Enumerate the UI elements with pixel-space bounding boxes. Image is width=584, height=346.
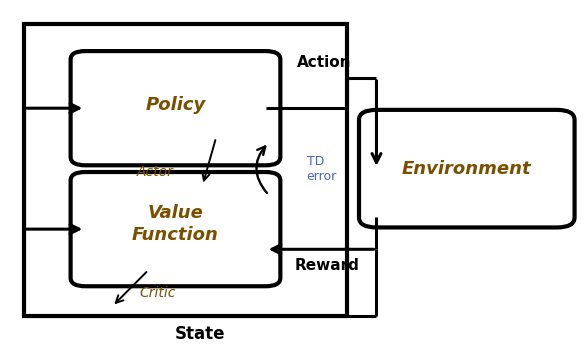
Text: TD
error: TD error xyxy=(307,155,337,183)
Bar xyxy=(24,24,347,317)
Text: Policy: Policy xyxy=(145,96,206,114)
Text: Actor: Actor xyxy=(137,165,173,179)
FancyBboxPatch shape xyxy=(71,51,280,165)
FancyBboxPatch shape xyxy=(359,110,575,227)
Text: Action: Action xyxy=(297,55,352,70)
Text: Value
Function: Value Function xyxy=(132,204,219,244)
Text: Environment: Environment xyxy=(402,160,531,177)
Text: State: State xyxy=(175,325,225,343)
Text: Critic: Critic xyxy=(140,286,176,300)
Text: Reward: Reward xyxy=(294,258,359,273)
FancyBboxPatch shape xyxy=(71,172,280,286)
